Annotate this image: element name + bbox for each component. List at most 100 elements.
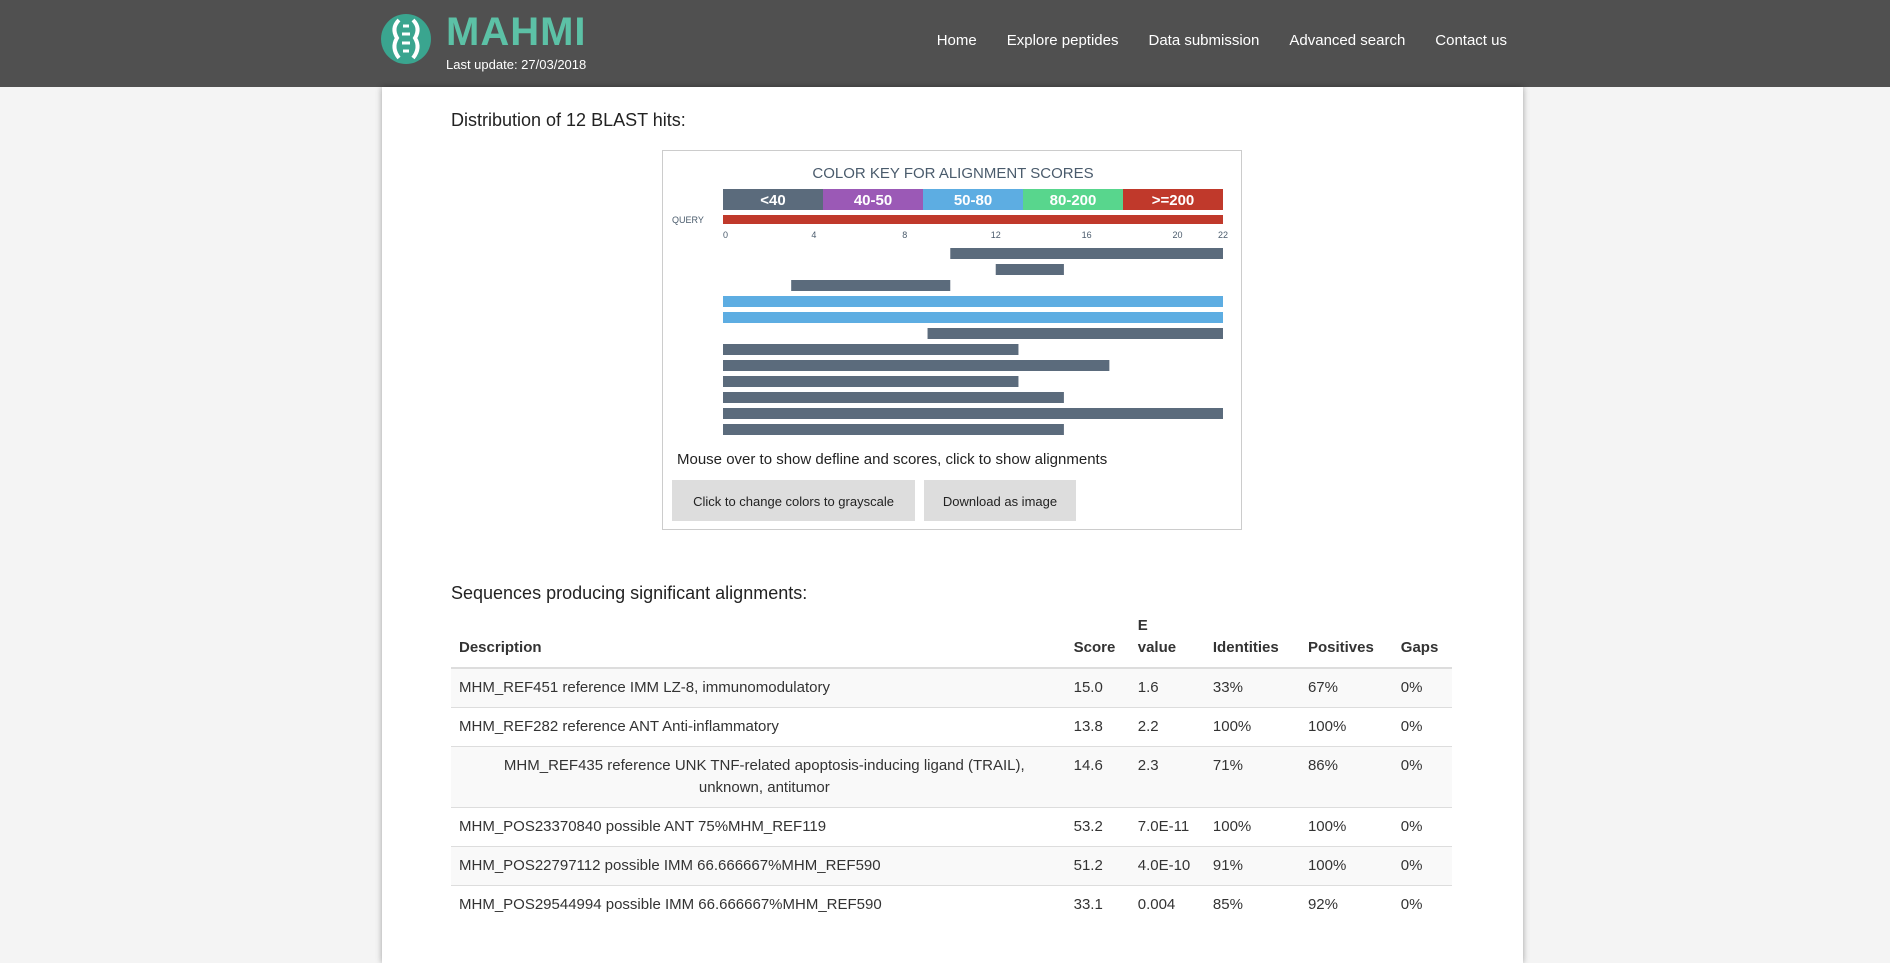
col-positives[interactable]: Positives [1299, 607, 1393, 669]
cell-identities: 33% [1204, 667, 1300, 708]
color-key-label: >=200 [1152, 192, 1195, 209]
table-row[interactable]: MHM_REF451 reference IMM LZ-8, immunomod… [451, 667, 1452, 708]
mouse-over-note: Mouse over to show defline and scores, c… [677, 451, 1108, 468]
color-key-label: 80-200 [1050, 192, 1097, 209]
nav-home[interactable]: Home [936, 32, 977, 49]
color-key-swatch [923, 189, 1023, 210]
axis-tick-label: 22 [1218, 230, 1228, 240]
cell-positives: 92% [1299, 885, 1393, 924]
cell-gaps: 0% [1392, 667, 1452, 708]
axis-tick-label: 12 [991, 230, 1001, 240]
hit-bar[interactable] [723, 392, 1064, 403]
cell-description[interactable]: MHM_POS22797112 possible IMM 66.666667%M… [451, 846, 1066, 886]
cell-positives: 86% [1299, 746, 1393, 808]
cell-evalue: 7.0E-11 [1129, 807, 1205, 847]
download-image-button[interactable]: Download as image [924, 480, 1076, 521]
axis-ticks: 0 4 8 12 16 20 22 [723, 230, 1228, 240]
nav-contact-us[interactable]: Contact us [1435, 32, 1507, 49]
col-evalue-line2: value [1137, 639, 1177, 656]
cell-evalue: 1.6 [1129, 667, 1205, 708]
hit-bar[interactable] [723, 344, 1019, 355]
hit-bar[interactable] [723, 296, 1223, 307]
grayscale-button[interactable]: Click to change colors to grayscale [672, 480, 915, 521]
cell-identities: 91% [1204, 846, 1300, 886]
table-row[interactable]: MHM_POS29544994 possible IMM 66.666667%M… [451, 885, 1452, 924]
color-key: <40 40-50 50-80 80-200 >=200 [723, 189, 1223, 210]
cell-description[interactable]: MHM_REF435 reference UNK TNF-related apo… [451, 746, 1066, 808]
cell-gaps: 0% [1392, 885, 1452, 924]
color-key-label: 50-80 [954, 192, 992, 209]
col-score[interactable]: Score [1065, 607, 1130, 669]
cell-description[interactable]: MHM_REF282 reference ANT Anti-inflammato… [451, 707, 1066, 747]
logo-icon [381, 14, 431, 64]
hit-bar[interactable] [995, 264, 1064, 275]
table-row[interactable]: MHM_REF435 reference UNK TNF-related apo… [451, 746, 1452, 808]
nav-data-submission[interactable]: Data submission [1148, 32, 1260, 49]
axis-tick-label: 8 [902, 230, 907, 240]
axis-tick-label: 16 [1082, 230, 1092, 240]
cell-gaps: 0% [1392, 807, 1452, 847]
cell-identities: 85% [1204, 885, 1300, 924]
color-key-label: <40 [760, 192, 785, 209]
cell-score: 14.6 [1065, 746, 1130, 808]
query-bar [723, 215, 1223, 224]
col-evalue-line1: E [1137, 617, 1148, 634]
last-update: Last update: 27/03/2018 [446, 57, 587, 72]
cell-description[interactable]: MHM_POS29544994 possible IMM 66.666667%M… [451, 885, 1066, 924]
color-key-swatch [1023, 189, 1123, 210]
hit-bar[interactable] [723, 312, 1223, 323]
hit-bar[interactable] [927, 328, 1223, 339]
table-row[interactable]: MHM_POS22797112 possible IMM 66.666667%M… [451, 846, 1452, 886]
cell-positives: 67% [1299, 667, 1393, 708]
cell-positives: 100% [1299, 807, 1393, 847]
cell-evalue: 2.3 [1129, 746, 1205, 808]
color-key-swatch [1123, 189, 1223, 210]
cell-gaps: 0% [1392, 707, 1452, 747]
color-key-swatch [723, 189, 823, 210]
table-row[interactable]: MHM_POS23370840 possible ANT 75%MHM_REF1… [451, 807, 1452, 847]
hit-bar[interactable] [791, 280, 951, 291]
cell-gaps: 0% [1392, 846, 1452, 886]
cell-description[interactable]: MHM_POS23370840 possible ANT 75%MHM_REF1… [451, 807, 1066, 847]
color-key-title: COLOR KEY FOR ALIGNMENT SCORES [812, 165, 1093, 182]
col-identities[interactable]: Identities [1204, 607, 1300, 669]
table-row[interactable]: MHM_REF282 reference ANT Anti-inflammato… [451, 707, 1452, 747]
hit-bars [723, 248, 1223, 435]
axis-tick-label: 0 [723, 230, 728, 240]
cell-evalue: 0.004 [1129, 885, 1205, 924]
cell-score: 33.1 [1065, 885, 1130, 924]
hit-bar[interactable] [723, 360, 1110, 371]
cell-gaps: 0% [1392, 746, 1452, 808]
cell-positives: 100% [1299, 846, 1393, 886]
nav-explore-peptides[interactable]: Explore peptides [1006, 32, 1119, 49]
cell-description[interactable]: MHM_REF451 reference IMM LZ-8, immunomod… [451, 667, 1066, 708]
hit-bar[interactable] [723, 424, 1064, 435]
main-content: Distribution of 12 BLAST hits: COLOR KEY… [382, 87, 1523, 963]
blast-graphic: COLOR KEY FOR ALIGNMENT SCORES <40 40-50 5… [662, 150, 1242, 530]
cell-score: 53.2 [1065, 807, 1130, 847]
site-title: MAHMI [446, 10, 587, 54]
hit-bar[interactable] [950, 248, 1223, 259]
cell-evalue: 4.0E-10 [1129, 846, 1205, 886]
nav-advanced-search[interactable]: Advanced search [1289, 32, 1406, 49]
col-description[interactable]: Description [451, 607, 1066, 669]
distribution-title: Distribution of 12 BLAST hits: [451, 110, 686, 130]
alignments-title: Sequences producing significant alignmen… [451, 583, 808, 603]
query-label: QUERY [672, 215, 704, 225]
blast-hits-svg: COLOR KEY FOR ALIGNMENT SCORES <40 40-50 5… [672, 165, 1228, 435]
cell-identities: 71% [1204, 746, 1300, 808]
main-nav: Home Explore peptides Data submission Ad… [937, 32, 1507, 49]
top-navbar: MAHMI Last update: 27/03/2018 Home Explo… [0, 0, 1890, 87]
cell-identities: 100% [1204, 807, 1300, 847]
hit-bar[interactable] [723, 376, 1019, 387]
axis-tick-label: 20 [1173, 230, 1183, 240]
col-gaps[interactable]: Gaps [1392, 607, 1452, 669]
hit-bar[interactable] [723, 408, 1223, 419]
color-key-label: 40-50 [854, 192, 892, 209]
cell-evalue: 2.2 [1129, 707, 1205, 747]
color-key-swatch [823, 189, 923, 210]
cell-score: 15.0 [1065, 667, 1130, 708]
